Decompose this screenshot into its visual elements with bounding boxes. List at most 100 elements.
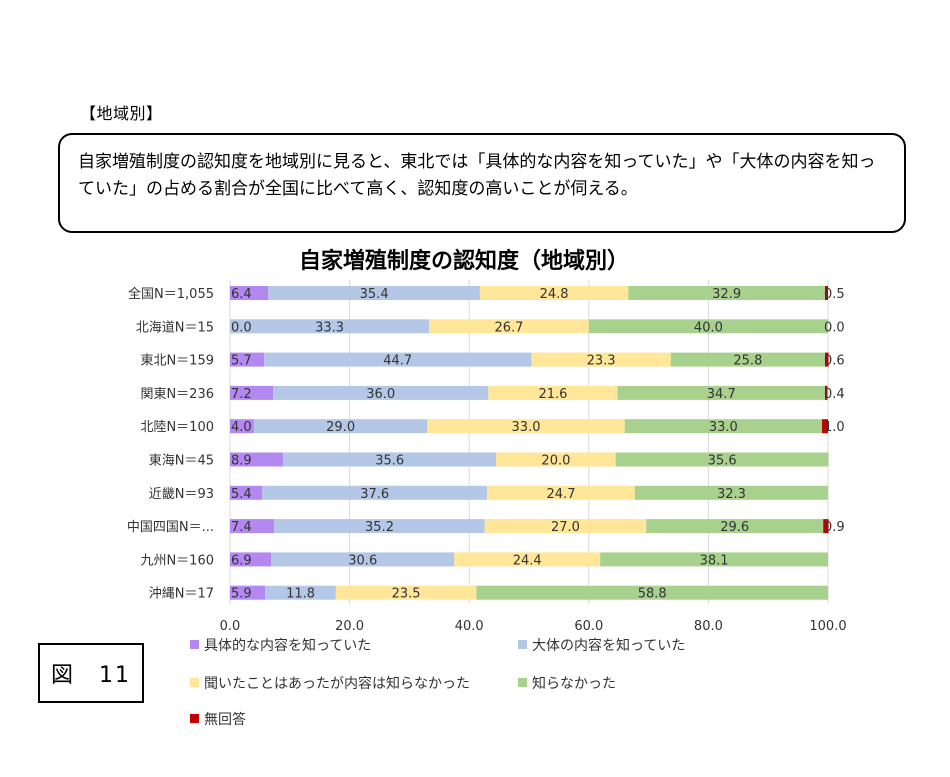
bar-segment <box>273 385 489 400</box>
data-label: 23.3 <box>587 354 616 369</box>
category-label: 中国四国N＝... <box>127 520 214 535</box>
x-tick-label: 20.0 <box>335 619 364 634</box>
data-label: 26.7 <box>494 320 523 335</box>
data-label: 27.0 <box>551 520 580 535</box>
bar-segment <box>617 385 826 400</box>
bar-segment <box>335 585 477 600</box>
x-tick-label: 80.0 <box>694 619 723 634</box>
legend-swatch <box>518 640 527 649</box>
legend-swatch <box>518 678 527 687</box>
x-tick-label: 0.0 <box>220 619 241 634</box>
data-label: 29.6 <box>720 520 749 535</box>
data-label: 8.9 <box>231 454 252 469</box>
bar-segments <box>230 286 829 600</box>
bar-segment <box>484 519 647 534</box>
data-label: 35.6 <box>375 454 404 469</box>
bar-segment <box>230 519 275 534</box>
data-label: 25.8 <box>733 354 762 369</box>
category-label: 東北N＝159 <box>140 353 214 369</box>
bar-segment <box>531 352 671 367</box>
x-tick-label: 40.0 <box>455 619 484 634</box>
bar-segment <box>488 385 618 400</box>
bar-segment <box>429 319 589 334</box>
bar-segment <box>274 519 485 534</box>
data-label: 7.2 <box>231 387 252 402</box>
data-label: 32.9 <box>712 287 741 302</box>
data-label: 34.7 <box>707 387 736 402</box>
data-label: 24.4 <box>513 553 542 568</box>
legend-label: 大体の内容を知っていた <box>532 637 685 654</box>
bar-segment <box>615 452 829 467</box>
gridlines <box>229 280 829 604</box>
legend-swatch <box>190 640 199 649</box>
category-label: 全国N＝1,055 <box>128 286 214 302</box>
data-label: 35.2 <box>365 520 394 535</box>
data-label: 0.0 <box>231 320 252 335</box>
chart-title: 自家増殖制度の認知度（地域別） <box>299 248 629 274</box>
bar-segment <box>823 519 829 534</box>
category-label: 東海N＝45 <box>149 453 214 469</box>
data-label: 1.0 <box>824 420 845 435</box>
category-label: 沖縄N＝17 <box>149 587 214 602</box>
data-label: 6.9 <box>231 553 252 568</box>
bar-segment <box>264 352 532 367</box>
bar-segment <box>487 485 635 500</box>
data-label: 20.0 <box>541 454 570 469</box>
bar-segment <box>670 352 826 367</box>
bar-segment <box>230 485 263 500</box>
data-label: 0.9 <box>824 520 845 535</box>
data-label: 38.1 <box>700 553 729 568</box>
bar-segment <box>230 419 254 434</box>
data-label: 32.3 <box>717 487 746 502</box>
bar-segment <box>588 319 828 334</box>
data-label: 0.4 <box>824 387 845 402</box>
data-label: 0.0 <box>824 320 845 335</box>
bar-segment <box>646 519 824 534</box>
x-axis-ticks: 0.0 20.0 40.0 60.0 80.0 100.0 <box>220 619 847 634</box>
category-label: 近畿N＝93 <box>149 487 214 502</box>
data-label: 37.6 <box>360 487 389 502</box>
bar-segment <box>628 286 826 300</box>
data-label: 23.5 <box>392 587 421 602</box>
summary-text: 自家増殖制度の認知度を地域別に見ると、東北では「具体的な内容を知っていた」や「大… <box>78 152 876 199</box>
bar-segment <box>230 452 284 467</box>
bar-segment <box>822 419 828 434</box>
bar-segment <box>253 419 428 434</box>
data-label: 33.0 <box>709 420 738 435</box>
legend-swatch <box>190 678 199 687</box>
data-label: 7.4 <box>231 520 252 535</box>
bar-segment <box>268 286 480 300</box>
bar-segment <box>283 452 497 467</box>
data-label: 58.8 <box>638 587 667 602</box>
data-label: 30.6 <box>348 553 377 568</box>
data-label: 33.3 <box>315 320 344 335</box>
data-label: 44.7 <box>383 354 412 369</box>
data-label: 35.6 <box>708 454 737 469</box>
legend-label: 聞いたことはあったが内容は知らなかった <box>204 675 470 692</box>
data-label: 4.0 <box>231 420 252 435</box>
data-label: 29.0 <box>326 420 355 435</box>
x-tick-label: 60.0 <box>574 619 603 634</box>
data-label: 24.8 <box>540 287 569 302</box>
data-label: 33.0 <box>512 420 541 435</box>
figure-label: 図 11 <box>38 643 144 703</box>
legend-label: 知らなかった <box>532 675 616 692</box>
bar-segment <box>230 585 266 600</box>
data-label: 6.4 <box>231 287 252 302</box>
bar-segment <box>825 286 828 300</box>
category-label: 関東N＝236 <box>140 386 214 402</box>
bar-segment <box>230 385 274 400</box>
bar-segment <box>825 385 828 400</box>
summary-box: 自家増殖制度の認知度を地域別に見ると、東北では「具体的な内容を知っていた」や「大… <box>58 133 906 233</box>
category-label: 九州N＝160 <box>140 553 214 568</box>
bar-segment <box>230 352 265 367</box>
data-label: 0.6 <box>824 354 845 369</box>
category-label: 北陸N＝100 <box>140 419 214 435</box>
data-label: 5.7 <box>231 354 252 369</box>
section-heading: 【地域別】 <box>80 104 163 123</box>
bar-segment <box>427 419 625 434</box>
bar-segment <box>262 485 488 500</box>
data-label: 40.0 <box>694 320 723 335</box>
data-label: 35.4 <box>360 287 389 302</box>
